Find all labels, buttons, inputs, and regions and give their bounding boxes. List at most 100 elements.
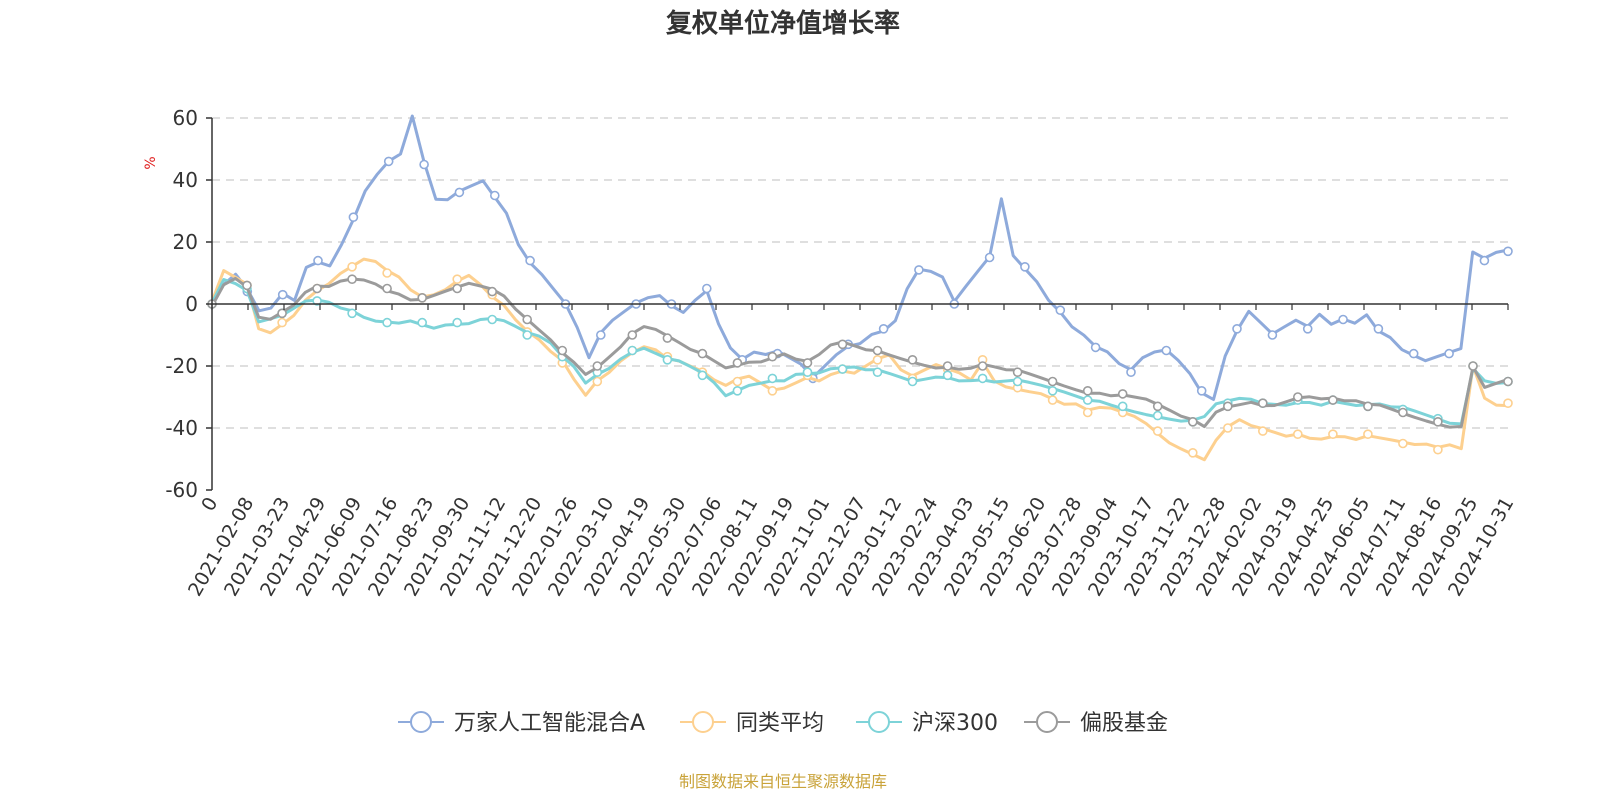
data-point (417, 292, 428, 303)
data-point (1047, 376, 1058, 387)
legend-item-2[interactable]: 同类平均 (680, 711, 824, 736)
data-point (487, 314, 498, 325)
data-point (1328, 429, 1338, 440)
data-point (1267, 330, 1278, 340)
data-point (942, 370, 953, 381)
data-point (1398, 438, 1408, 449)
legend-marker (1036, 711, 1058, 733)
data-point (1373, 323, 1384, 334)
data-point (977, 361, 988, 371)
data-point (872, 354, 883, 365)
legend-marker (410, 711, 432, 733)
data-point (522, 330, 533, 340)
data-point (1223, 423, 1233, 433)
data-point (454, 187, 465, 198)
data-point (1188, 416, 1198, 427)
legend-label: 沪深300 (912, 711, 998, 736)
data-point (1232, 323, 1242, 334)
data-point (907, 376, 918, 387)
data-point (1363, 429, 1373, 440)
data-point (347, 308, 357, 319)
series-lines (207, 114, 1513, 462)
data-point (984, 252, 995, 263)
data-point (1012, 376, 1023, 387)
data-point (1258, 398, 1268, 409)
data-point (313, 255, 323, 266)
legend-item-1[interactable]: 万家人工智能混合A (398, 711, 645, 736)
data-point (1433, 444, 1443, 455)
data-point (662, 333, 673, 343)
data-point (487, 286, 498, 297)
data-point (697, 348, 708, 359)
data-point (1188, 447, 1198, 458)
data-point (942, 361, 953, 371)
data-point (732, 358, 743, 368)
data-point (1338, 314, 1348, 325)
series-line (210, 276, 1509, 429)
data-point (1503, 398, 1513, 409)
data-point (277, 289, 288, 300)
legend-item-4[interactable]: 偏股基金 (1024, 711, 1168, 736)
data-point (767, 385, 778, 396)
data-point (1503, 246, 1513, 257)
data-point (242, 280, 252, 291)
series-line (210, 114, 1509, 401)
data-point (1479, 255, 1490, 266)
data-point (1293, 429, 1303, 440)
data-point (382, 268, 392, 278)
data-point (1196, 385, 1207, 396)
y-tick-label: -40 (165, 416, 198, 440)
data-point (1047, 385, 1058, 396)
y-tick-label: 40 (173, 168, 198, 192)
data-point (732, 385, 743, 396)
data-point (907, 354, 918, 365)
data-point (914, 265, 924, 275)
data-point (1152, 410, 1163, 421)
data-point (872, 367, 883, 378)
data-point (417, 317, 428, 328)
legend-label: 万家人工智能混合A (454, 711, 645, 736)
data-point (878, 323, 889, 334)
data-source-note: 制图数据来自恒生聚源数据库 (679, 772, 887, 791)
series-2 (207, 257, 1513, 462)
data-point (1468, 361, 1478, 371)
data-point (452, 274, 463, 285)
data-point (347, 261, 357, 272)
data-point (1082, 385, 1093, 396)
data-point (595, 330, 606, 340)
data-point (382, 317, 392, 328)
data-point (767, 351, 778, 362)
data-point (802, 367, 813, 378)
grid-lines (212, 117, 1508, 429)
data-point (489, 190, 500, 201)
legend-marker (692, 711, 714, 733)
data-point (1363, 401, 1373, 412)
data-point (312, 296, 322, 306)
legend[interactable]: 万家人工智能混合A 同类平均 沪深300 偏股基金 (398, 711, 1168, 736)
y-tick-label: -20 (165, 354, 198, 378)
data-point (1328, 395, 1338, 405)
y-tick-label: -60 (165, 478, 198, 502)
data-point (1117, 389, 1128, 399)
data-point (732, 376, 743, 387)
data-point (1503, 376, 1513, 387)
series-line (210, 257, 1509, 462)
data-point (627, 345, 638, 356)
data-point (452, 283, 463, 294)
data-point (348, 212, 359, 222)
series-4 (207, 274, 1513, 429)
data-point (1020, 261, 1030, 272)
data-point (837, 339, 848, 350)
data-point (802, 358, 813, 368)
data-point (697, 370, 708, 381)
y-tick-label: 60 (173, 106, 198, 130)
series-line (210, 278, 1509, 426)
data-point (837, 364, 848, 374)
legend-item-3[interactable]: 沪深300 (856, 711, 998, 736)
data-point (1082, 407, 1093, 418)
data-point (383, 156, 394, 167)
data-point (662, 354, 673, 365)
series-1 (207, 114, 1513, 401)
y-tick-label: 0 (185, 292, 198, 316)
